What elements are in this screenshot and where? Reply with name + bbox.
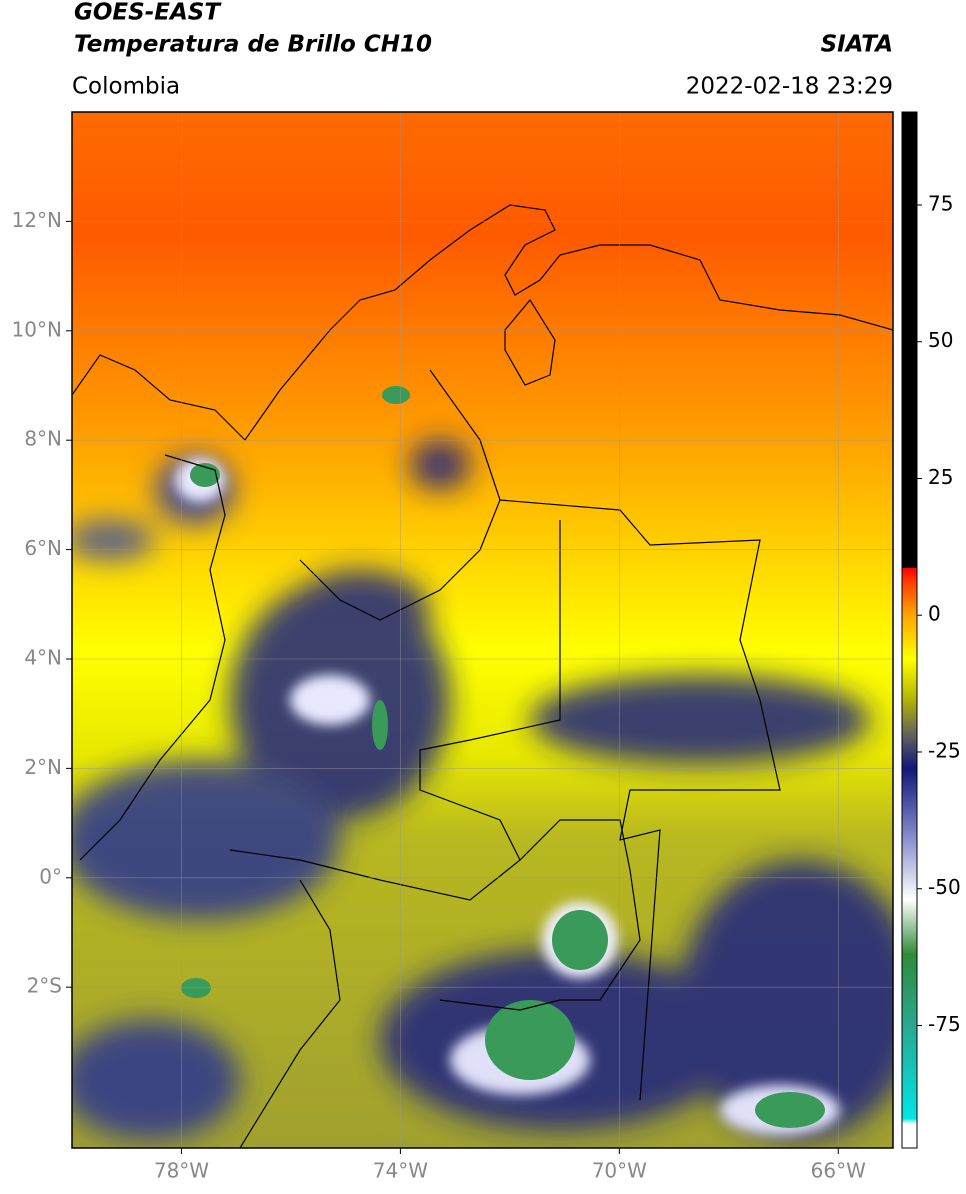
- y-tick-label: 6°N: [24, 536, 62, 560]
- colorbar-tick-label: -75: [928, 1012, 961, 1036]
- y-tick-label: 4°N: [24, 645, 62, 669]
- y-tick-label: 0°: [39, 864, 62, 888]
- colorbar-tick-label: 25: [928, 465, 953, 489]
- y-tick-label: 2°S: [27, 974, 62, 998]
- x-tick-label: 70°W: [592, 1159, 647, 1183]
- x-tick-label: 78°W: [154, 1159, 209, 1183]
- colorbar: [902, 112, 917, 1148]
- y-tick-label: 8°N: [24, 427, 62, 451]
- colorbar-fill: [902, 112, 917, 1148]
- x-tick-label: 66°W: [811, 1159, 866, 1183]
- y-tick-label: 2°N: [24, 755, 62, 779]
- source: SIATA: [821, 32, 893, 58]
- colorbar-tick-label: -25: [928, 738, 961, 762]
- region: Colombia: [72, 74, 180, 100]
- map-frame: [71, 111, 894, 1149]
- colorbar-frame: [901, 111, 918, 1149]
- satellite-image: [72, 112, 893, 1148]
- graticule: [72, 112, 893, 1148]
- colorbar-tick-label: 0: [928, 602, 941, 626]
- y-tick-label: 12°N: [12, 208, 62, 232]
- title: GOES-EAST: [74, 0, 222, 26]
- datetime: 2022-02-18 23:29: [686, 74, 893, 100]
- colorbar-tick-label: 50: [928, 328, 953, 352]
- colorbar-tick-label: -50: [928, 875, 961, 899]
- subtitle: Temperatura de Brillo CH10: [74, 32, 432, 58]
- colorbar-tick-label: 75: [928, 191, 953, 215]
- x-tick-label: 74°W: [373, 1159, 428, 1183]
- y-tick-label: 10°N: [12, 317, 62, 341]
